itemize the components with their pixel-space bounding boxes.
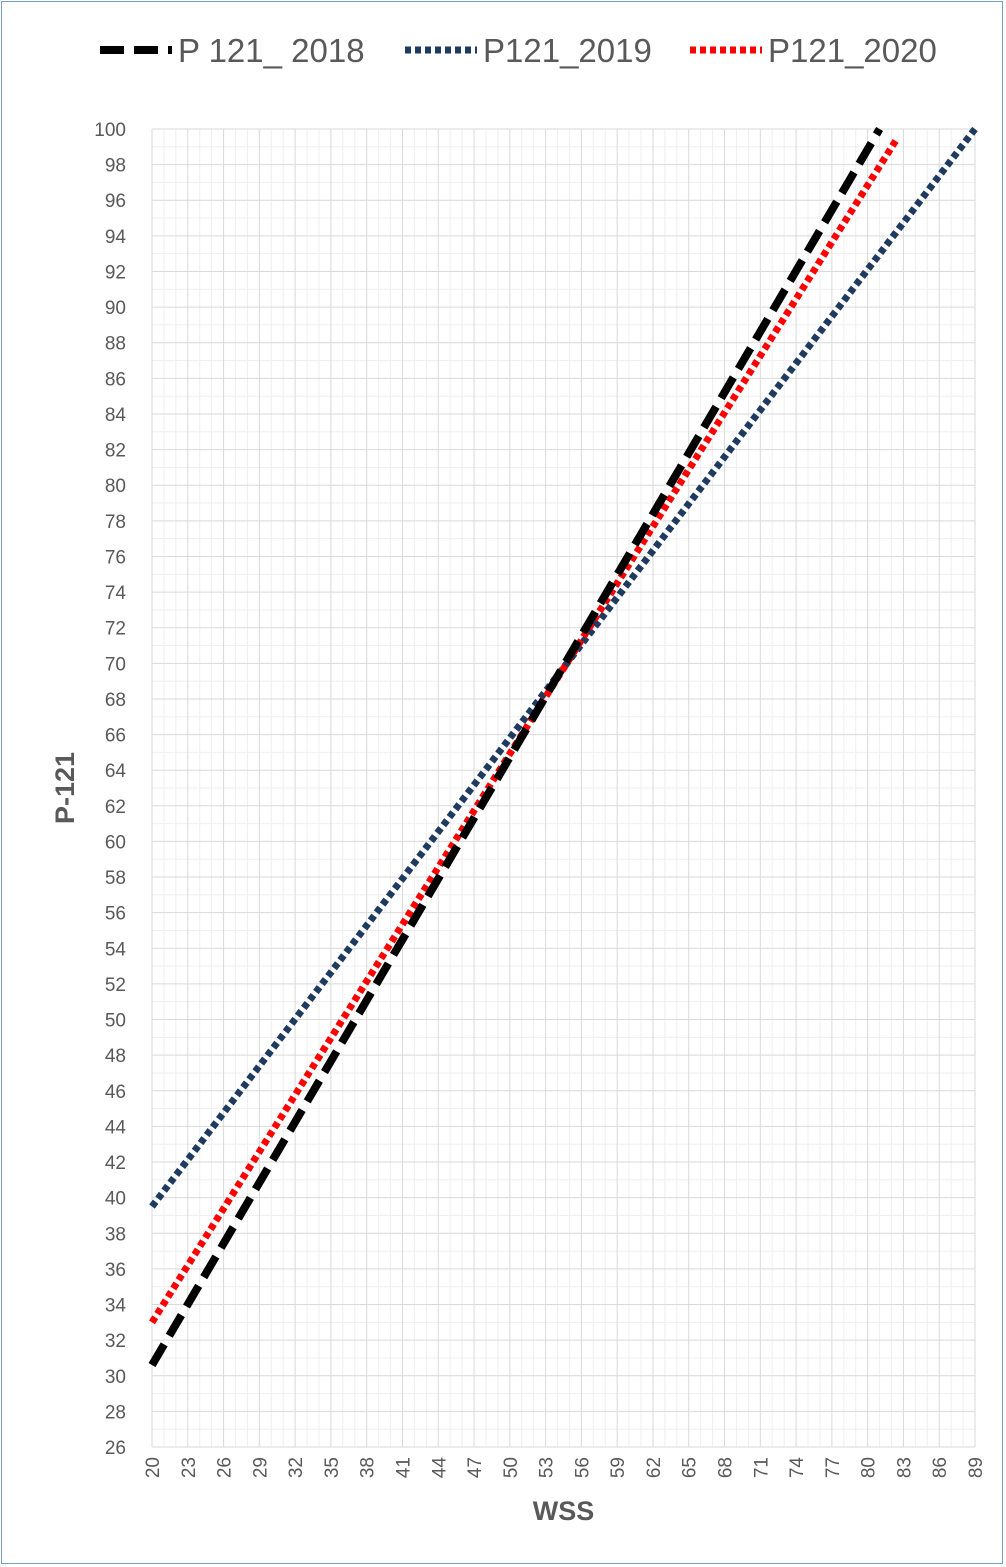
grid-major [151, 128, 976, 1448]
x-axis-title: WSS [533, 1496, 595, 1526]
y-tick-label: 42 [105, 1153, 126, 1174]
y-tick-label: 94 [105, 227, 127, 248]
x-tick-label: 68 [716, 1457, 737, 1478]
series-line-2 [149, 136, 901, 1325]
legend-label-2: P121_2020 [768, 32, 937, 69]
x-tick-label: 62 [644, 1457, 665, 1478]
y-axis-ticks: 26 28 30 32 34 36 38 40 42 44 46 48 50 52 54 56 58 60 62 64… [94, 120, 126, 1459]
y-tick-label: 84 [105, 405, 127, 426]
y-tick-label: 100 [94, 120, 126, 141]
y-tick-label: 48 [105, 1046, 126, 1067]
x-tick-label: 65 [680, 1457, 701, 1478]
y-tick-label: 58 [105, 868, 126, 889]
x-tick-label: 74 [787, 1457, 808, 1479]
x-tick-label: 41 [393, 1457, 414, 1478]
series-layer [148, 126, 978, 1368]
y-tick-label: 66 [105, 726, 126, 747]
grid-minor [152, 129, 975, 1447]
x-axis-ticks: 20 23 26 29 32 35 38 41 44 47 50 53 56 59 62 65 68 71 74 77… [143, 1457, 987, 1479]
x-tick-label: 20 [143, 1457, 164, 1478]
y-tick-label: 86 [105, 369, 126, 390]
x-tick-label: 50 [501, 1457, 522, 1478]
y-tick-label: 74 [105, 583, 127, 604]
x-tick-label: 71 [751, 1457, 772, 1478]
y-tick-label: 30 [105, 1367, 126, 1388]
y-tick-label: 88 [105, 334, 126, 355]
y-tick-label: 76 [105, 547, 126, 568]
y-tick-label: 98 [105, 156, 126, 177]
y-tick-label: 52 [105, 975, 126, 996]
x-tick-label: 32 [286, 1457, 307, 1478]
x-tick-label: 56 [572, 1457, 593, 1478]
y-tick-label: 54 [105, 939, 127, 960]
x-tick-label: 38 [358, 1457, 379, 1478]
y-tick-label: 92 [105, 262, 126, 283]
legend-label-1: P121_2019 [483, 32, 652, 69]
y-tick-label: 32 [105, 1331, 126, 1352]
y-tick-label: 40 [105, 1189, 126, 1210]
y-tick-label: 36 [105, 1260, 126, 1281]
y-tick-label: 80 [105, 476, 126, 497]
legend: P 121_ 2018 P121_2019 P121_2020 [100, 32, 937, 69]
x-tick-label: 26 [215, 1457, 236, 1478]
y-tick-label: 78 [105, 512, 126, 533]
x-tick-label: 29 [250, 1457, 271, 1478]
series-line-1 [149, 126, 978, 1209]
y-tick-label: 26 [105, 1438, 126, 1459]
series-line-0 [148, 126, 884, 1368]
x-tick-label: 80 [859, 1457, 880, 1478]
x-tick-label: 53 [537, 1457, 558, 1478]
x-tick-label: 59 [608, 1457, 629, 1478]
y-tick-label: 34 [105, 1296, 127, 1317]
y-tick-label: 82 [105, 441, 126, 462]
y-axis-title: P-121 [50, 752, 80, 824]
x-tick-label: 77 [823, 1457, 844, 1478]
y-tick-label: 70 [105, 654, 126, 675]
x-tick-label: 23 [179, 1457, 200, 1478]
x-tick-label: 83 [894, 1457, 915, 1478]
y-tick-label: 90 [105, 298, 126, 319]
y-tick-label: 44 [105, 1117, 127, 1138]
y-tick-label: 68 [105, 690, 126, 711]
y-tick-label: 62 [105, 797, 126, 818]
legend-label-0: P 121_ 2018 [178, 32, 365, 69]
x-tick-label: 89 [966, 1457, 987, 1478]
y-tick-label: 72 [105, 619, 126, 640]
y-tick-label: 64 [105, 761, 127, 782]
y-tick-label: 28 [105, 1402, 126, 1423]
x-tick-label: 86 [930, 1457, 951, 1478]
y-tick-label: 38 [105, 1224, 126, 1245]
y-tick-label: 96 [105, 191, 126, 212]
x-tick-label: 35 [322, 1457, 343, 1478]
y-tick-label: 60 [105, 832, 126, 853]
y-tick-label: 56 [105, 904, 126, 925]
x-tick-label: 47 [465, 1457, 486, 1478]
y-tick-label: 46 [105, 1082, 126, 1103]
x-tick-label: 44 [429, 1457, 450, 1479]
y-tick-label: 50 [105, 1011, 126, 1032]
